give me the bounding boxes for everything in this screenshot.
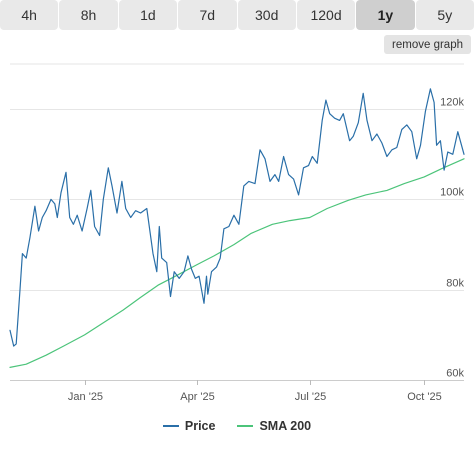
legend-swatch-sma <box>237 425 254 427</box>
tab-1y[interactable]: 1y <box>356 0 415 30</box>
timeframe-tabs: 4h 8h 1d 7d 30d 120d 1y 5y <box>0 0 474 30</box>
tab-120d[interactable]: 120d <box>296 0 356 30</box>
tab-4h[interactable]: 4h <box>0 0 59 30</box>
tab-1d[interactable]: 1d <box>118 0 178 30</box>
legend-item-price[interactable]: Price <box>162 419 216 433</box>
tab-8h[interactable]: 8h <box>59 0 118 30</box>
axes: 60k 80k 100k 120k Jan '25 Apr '25 Jul '25 Oct '… <box>10 97 464 403</box>
tab-30d[interactable]: 30d <box>237 0 296 30</box>
grid-lines <box>10 63 464 381</box>
tab-5y[interactable]: 5y <box>415 0 474 30</box>
legend-swatch-price <box>162 425 179 427</box>
tab-7d[interactable]: 7d <box>178 0 237 30</box>
legend-label-sma: SMA 200 <box>259 419 312 433</box>
x-tick-label: Jan '25 <box>68 391 103 403</box>
chart-legend: Price SMA 200 <box>0 419 474 433</box>
price-chart: 60k 80k 100k 120k Jan '25 Apr '25 Jul '25 Oct '… <box>9 63 465 403</box>
y-tick-label: 80k <box>446 278 464 290</box>
y-tick-label: 60k <box>446 368 464 380</box>
series-line-sma-200 <box>9 158 465 368</box>
remove-graph-button[interactable]: remove graph <box>384 35 471 54</box>
y-tick-label: 120k <box>440 97 464 109</box>
series-line-price <box>9 88 465 347</box>
x-tick-label: Oct '25 <box>407 391 442 403</box>
y-tick-label: 100k <box>440 187 464 199</box>
series-lines <box>9 88 465 368</box>
legend-item-sma[interactable]: SMA 200 <box>237 419 311 433</box>
x-tick-label: Apr '25 <box>180 391 215 403</box>
x-tick-label: Jul '25 <box>295 391 326 403</box>
legend-label-price: Price <box>184 419 216 433</box>
